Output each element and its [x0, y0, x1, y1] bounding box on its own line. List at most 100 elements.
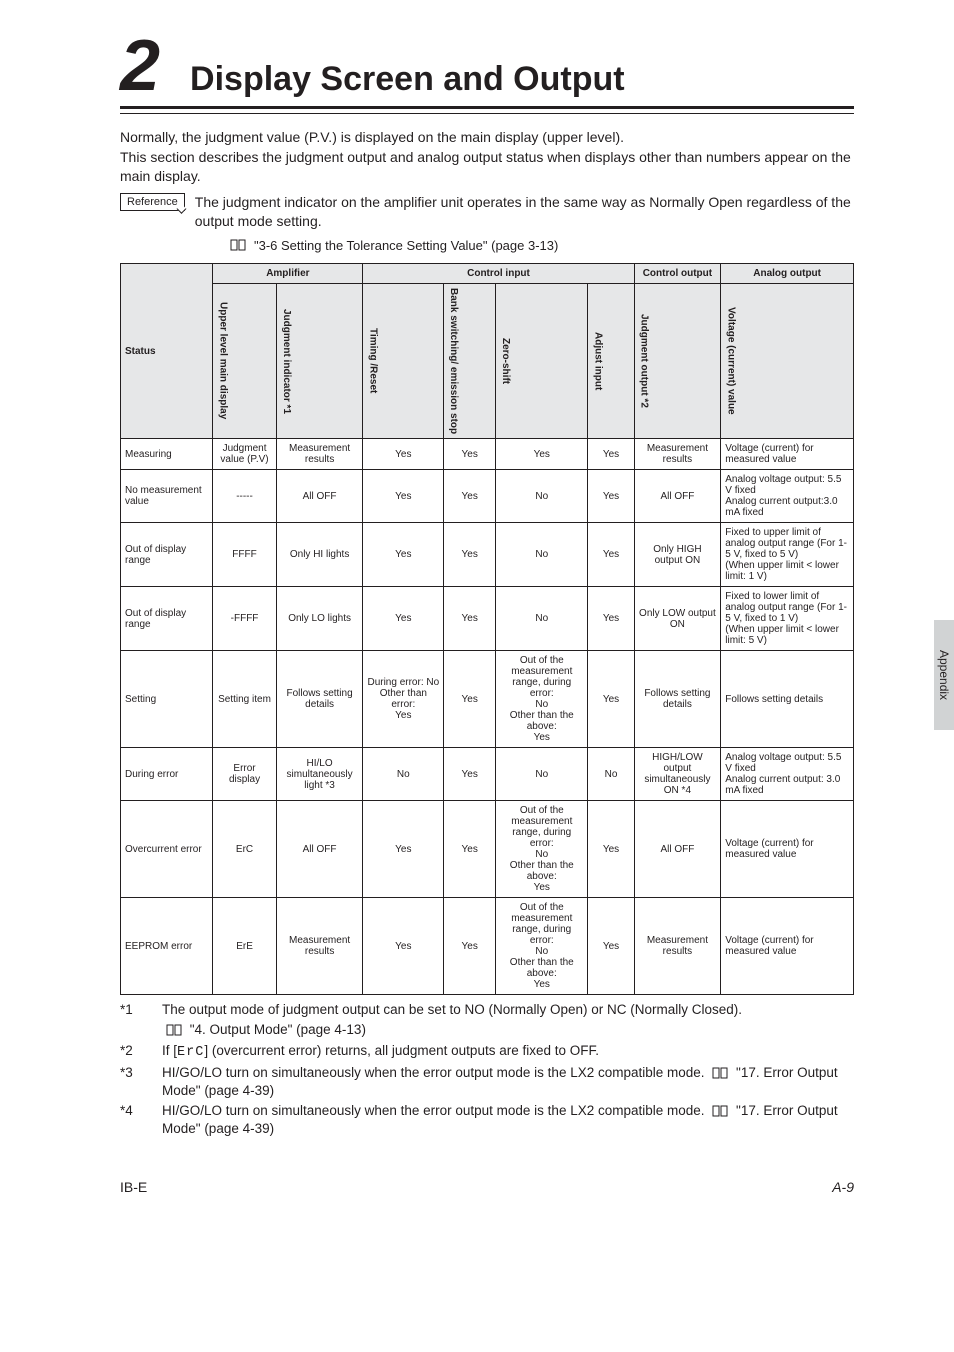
footnote-row: *1 The output mode of judgment output can…: [120, 1001, 854, 1019]
cell-adjust: Yes: [588, 898, 634, 995]
cell-ji: Measurement results: [276, 439, 363, 470]
th-judgment-out: Judgment output *2: [639, 306, 650, 416]
table-row: Overcurrent errorErCAll OFFYesYesOut of …: [121, 801, 854, 898]
cell-vo: Fixed to lower limit of analog output ra…: [721, 587, 854, 651]
th-adjust: Adjust input: [592, 306, 603, 416]
cell-vo: Fixed to upper limit of analog output ra…: [721, 523, 854, 587]
cell-zero: No: [496, 748, 588, 801]
cell-jo: Only LOW output ON: [634, 587, 721, 651]
th-control-input: Control input: [363, 263, 634, 283]
cell-zero: Out of the measurement range, during err…: [496, 801, 588, 898]
cell-ji: All OFF: [276, 470, 363, 523]
cell-jo: Only HIGH output ON: [634, 523, 721, 587]
cell-adjust: Yes: [588, 651, 634, 748]
page-footer: IB-E A-9: [120, 1179, 854, 1195]
intro-paragraph: Normally, the judgment value (P.V.) is d…: [120, 128, 854, 187]
th-timing: Timing /Reset: [367, 306, 378, 416]
table-row: MeasuringJudgment value (P.V)Measurement…: [121, 439, 854, 470]
cell-ji: Measurement results: [276, 898, 363, 995]
cell-timing: Yes: [363, 587, 444, 651]
cell-jo: All OFF: [634, 470, 721, 523]
cell-zero: Out of the measurement range, during err…: [496, 651, 588, 748]
cell-timing: Yes: [363, 801, 444, 898]
cell-zero: No: [496, 523, 588, 587]
footnote-body: The output mode of judgment output can b…: [162, 1001, 854, 1019]
cell-adjust: Yes: [588, 523, 634, 587]
cell-bank: Yes: [444, 587, 496, 651]
cell-jo: Measurement results: [634, 439, 721, 470]
cell-adjust: Yes: [588, 439, 634, 470]
cell-upper: FFFF: [213, 523, 276, 587]
footnote-body: HI/GO/LO turn on simultaneously when the…: [162, 1102, 854, 1138]
table-row: No measurement value-----All OFFYesYesNo…: [121, 470, 854, 523]
cell-upper: ErC: [213, 801, 276, 898]
book-icon: [712, 1067, 728, 1079]
footnote-xref: "4. Output Mode" (page 4-13): [120, 1021, 854, 1039]
table-row: During errorError displayHI/LO simultane…: [121, 748, 854, 801]
footnotes: *1 The output mode of judgment output can…: [120, 1001, 854, 1139]
footnote-body: If [ErC] (overcurrent error) returns, al…: [162, 1042, 854, 1062]
cell-vo: Voltage (current) for measured value: [721, 898, 854, 995]
cell-timing: Yes: [363, 470, 444, 523]
footnote-row: *3HI/GO/LO turn on simultaneously when t…: [120, 1064, 854, 1100]
footer-left: IB-E: [120, 1179, 147, 1195]
cell-bank: Yes: [444, 651, 496, 748]
cell-upper: Error display: [213, 748, 276, 801]
table-row: Out of display rangeFFFFOnly HI lightsYe…: [121, 523, 854, 587]
chapter-title: Display Screen and Output: [190, 60, 625, 99]
cell-status: During error: [121, 748, 213, 801]
cell-vo: Analog voltage output: 5.5 V fixed Analo…: [721, 470, 854, 523]
side-tab-label: Appendix: [937, 650, 951, 700]
cell-upper: Setting item: [213, 651, 276, 748]
footnote-tag: *3: [120, 1064, 144, 1100]
cell-adjust: Yes: [588, 587, 634, 651]
th-bank: Bank switching/ emission stop: [448, 288, 459, 434]
cell-status: Overcurrent error: [121, 801, 213, 898]
cell-upper: ErE: [213, 898, 276, 995]
th-status: Status: [121, 263, 213, 438]
cell-adjust: Yes: [588, 801, 634, 898]
cell-jo: HIGH/LOW output simultaneously ON *4: [634, 748, 721, 801]
cell-zero: Out of the measurement range, during err…: [496, 898, 588, 995]
cell-bank: Yes: [444, 748, 496, 801]
cell-ji: All OFF: [276, 801, 363, 898]
cell-vo: Follows setting details: [721, 651, 854, 748]
cell-status: Out of display range: [121, 523, 213, 587]
cell-upper: -FFFF: [213, 587, 276, 651]
cell-bank: Yes: [444, 439, 496, 470]
cell-status: EEPROM error: [121, 898, 213, 995]
cell-zero: No: [496, 470, 588, 523]
reference-text: The judgment indicator on the amplifier …: [195, 193, 854, 232]
cell-jo: All OFF: [634, 801, 721, 898]
th-judgment-ind: Judgment indicator *1: [281, 306, 292, 416]
cell-timing: Yes: [363, 898, 444, 995]
cell-bank: Yes: [444, 523, 496, 587]
cell-bank: Yes: [444, 470, 496, 523]
footnote-row: *2If [ErC] (overcurrent error) returns, …: [120, 1042, 854, 1062]
table-row: SettingSetting itemFollows setting detai…: [121, 651, 854, 748]
side-tab-appendix: Appendix: [934, 620, 954, 730]
table-row: EEPROM errorErEMeasurement resultsYesYes…: [121, 898, 854, 995]
cell-ji: Only LO lights: [276, 587, 363, 651]
table-row: Out of display range-FFFFOnly LO lightsY…: [121, 587, 854, 651]
cell-vo: Voltage (current) for measured value: [721, 801, 854, 898]
cell-zero: Yes: [496, 439, 588, 470]
th-upper: Upper level main display: [217, 302, 228, 419]
cell-timing: Yes: [363, 523, 444, 587]
chapter-number: 2: [120, 30, 160, 102]
cell-ji: HI/LO simultaneously light *3: [276, 748, 363, 801]
footnote-row: *4HI/GO/LO turn on simultaneously when t…: [120, 1102, 854, 1138]
cell-vo: Voltage (current) for measured value: [721, 439, 854, 470]
th-analog-output: Analog output: [721, 263, 854, 283]
th-voltage: Voltage (current) value: [725, 306, 736, 416]
chapter-heading: 2 Display Screen and Output: [120, 30, 854, 109]
th-zero: Zero-shift: [500, 306, 511, 416]
cell-ji: Follows setting details: [276, 651, 363, 748]
cell-timing: Yes: [363, 439, 444, 470]
cell-status: No measurement value: [121, 470, 213, 523]
xref-top-text: "3-6 Setting the Tolerance Setting Value…: [254, 238, 558, 253]
book-icon: [230, 239, 246, 251]
footnote-tag: *1: [120, 1001, 144, 1019]
xref-top: "3-6 Setting the Tolerance Setting Value…: [230, 238, 854, 253]
cell-bank: Yes: [444, 898, 496, 995]
